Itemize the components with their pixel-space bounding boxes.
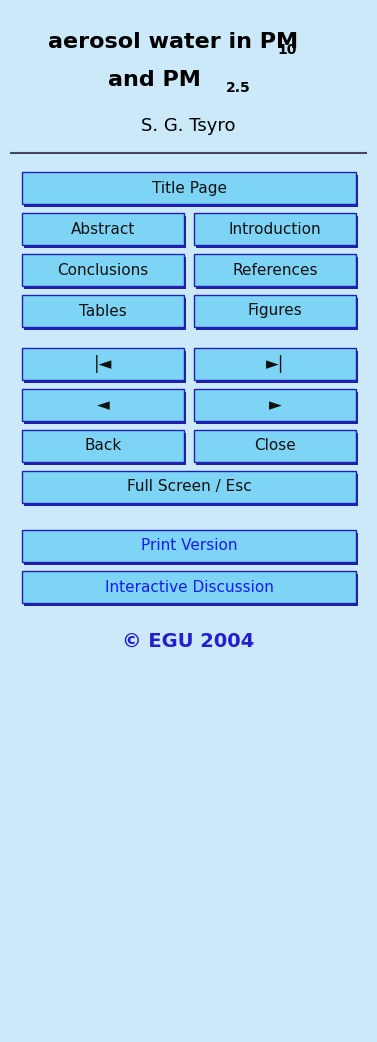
Text: References: References [232, 263, 318, 277]
FancyBboxPatch shape [194, 213, 356, 245]
FancyBboxPatch shape [194, 389, 356, 421]
Text: © EGU 2004: © EGU 2004 [123, 631, 254, 650]
Text: S. G. Tsyro: S. G. Tsyro [141, 117, 236, 135]
FancyBboxPatch shape [24, 433, 186, 465]
FancyBboxPatch shape [22, 254, 184, 286]
FancyBboxPatch shape [22, 430, 184, 462]
FancyBboxPatch shape [24, 175, 358, 207]
FancyBboxPatch shape [24, 298, 186, 330]
Text: Conclusions: Conclusions [57, 263, 149, 277]
Text: Interactive Discussion: Interactive Discussion [104, 579, 273, 595]
FancyBboxPatch shape [194, 254, 356, 286]
Text: and PM: and PM [108, 70, 201, 90]
Text: Introduction: Introduction [229, 222, 321, 237]
FancyBboxPatch shape [194, 348, 356, 380]
FancyBboxPatch shape [196, 298, 358, 330]
FancyBboxPatch shape [24, 257, 186, 289]
Text: ►|: ►| [266, 355, 284, 373]
Text: Back: Back [84, 439, 122, 453]
Text: ◄: ◄ [97, 396, 109, 414]
FancyBboxPatch shape [24, 474, 358, 506]
FancyBboxPatch shape [22, 213, 184, 245]
FancyBboxPatch shape [196, 392, 358, 424]
FancyBboxPatch shape [22, 389, 184, 421]
FancyBboxPatch shape [22, 348, 184, 380]
FancyBboxPatch shape [194, 295, 356, 327]
Text: 2.5: 2.5 [226, 81, 251, 95]
Text: ►: ► [269, 396, 281, 414]
Text: Tables: Tables [79, 303, 127, 319]
Text: Abstract: Abstract [71, 222, 135, 237]
Text: 10: 10 [277, 43, 296, 57]
FancyBboxPatch shape [24, 574, 358, 606]
FancyBboxPatch shape [196, 257, 358, 289]
FancyBboxPatch shape [22, 530, 356, 562]
Text: Print Version: Print Version [141, 539, 237, 553]
FancyBboxPatch shape [196, 351, 358, 383]
Text: Figures: Figures [248, 303, 302, 319]
FancyBboxPatch shape [194, 430, 356, 462]
FancyBboxPatch shape [196, 433, 358, 465]
FancyBboxPatch shape [22, 172, 356, 204]
FancyBboxPatch shape [24, 216, 186, 248]
FancyBboxPatch shape [24, 351, 186, 383]
FancyBboxPatch shape [22, 295, 184, 327]
FancyBboxPatch shape [196, 216, 358, 248]
FancyBboxPatch shape [24, 534, 358, 565]
FancyBboxPatch shape [24, 392, 186, 424]
Text: aerosol water in PM: aerosol water in PM [48, 32, 299, 52]
FancyBboxPatch shape [22, 471, 356, 503]
Text: |◄: |◄ [94, 355, 112, 373]
Text: Close: Close [254, 439, 296, 453]
Text: Title Page: Title Page [152, 180, 227, 196]
Text: Full Screen / Esc: Full Screen / Esc [127, 479, 251, 495]
FancyBboxPatch shape [22, 571, 356, 603]
